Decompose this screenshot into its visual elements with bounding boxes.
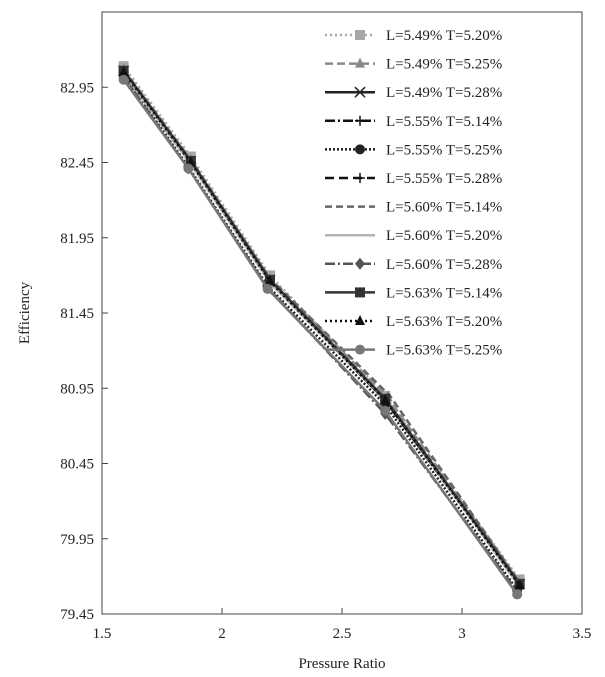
data-point <box>118 66 129 77</box>
x-tick-label: 2.5 <box>333 626 352 642</box>
x-tick-label: 2 <box>218 626 226 642</box>
x-axis: 1.5 2 2.5 3 3.5 <box>93 608 592 642</box>
legend-label: L=5.63% T=5.14% <box>386 285 502 301</box>
legend-item: L=5.60% T=5.28% <box>325 257 502 273</box>
data-point <box>380 405 391 416</box>
y-tick-label: 80.45 <box>60 457 94 473</box>
data-point <box>265 275 275 286</box>
legend-marker <box>355 144 365 155</box>
legend-item: L=5.55% T=5.14% <box>325 114 502 130</box>
legend-marker <box>355 57 365 68</box>
y-tick-label: 81.45 <box>60 306 94 322</box>
y-tick-label: 80.95 <box>60 381 94 397</box>
y-axis-title: Efficiency <box>17 281 33 344</box>
legend-label: L=5.63% T=5.25% <box>386 343 502 359</box>
legend-label: L=5.55% T=5.25% <box>386 142 502 158</box>
y-tick-label: 79.95 <box>60 532 94 548</box>
y-tick-label: 82.95 <box>60 80 94 96</box>
data-point <box>118 74 129 85</box>
legend-item: L=5.60% T=5.14% <box>325 200 502 216</box>
y-tick-label: 81.95 <box>60 231 94 247</box>
legend-marker <box>355 344 365 355</box>
legend-label: L=5.63% T=5.20% <box>386 314 502 330</box>
series-12 <box>118 74 523 600</box>
legend-item: L=5.55% T=5.25% <box>325 142 502 158</box>
legend-marker <box>355 257 365 270</box>
x-tick-label: 1.5 <box>93 626 112 642</box>
legend-item: L=5.49% T=5.25% <box>325 57 502 73</box>
legend-marker <box>354 86 366 98</box>
legend-item: L=5.49% T=5.20% <box>325 28 502 44</box>
legend-item: L=5.55% T=5.28% <box>325 171 502 187</box>
legend-label: L=5.60% T=5.20% <box>386 228 502 244</box>
legend-label: L=5.49% T=5.28% <box>386 85 502 101</box>
legend-label: L=5.49% T=5.25% <box>386 57 502 73</box>
data-point <box>514 579 525 590</box>
legend-marker <box>355 287 365 298</box>
legend-label: L=5.60% T=5.28% <box>386 257 502 273</box>
legend-label: L=5.55% T=5.28% <box>386 171 502 187</box>
legend-item: L=5.49% T=5.28% <box>325 85 502 101</box>
data-point <box>183 163 194 174</box>
legend-marker <box>355 173 365 183</box>
y-tick-label: 79.45 <box>60 607 94 623</box>
legend-label: L=5.60% T=5.14% <box>386 200 502 216</box>
series-layer <box>118 61 526 600</box>
x-axis-title: Pressure Ratio <box>298 656 385 672</box>
legend-label: L=5.49% T=5.20% <box>386 28 502 44</box>
series-11 <box>118 66 525 590</box>
legend-item: L=5.60% T=5.20% <box>325 228 502 244</box>
legend-item: L=5.63% T=5.20% <box>325 314 502 330</box>
x-tick-label: 3 <box>458 626 466 642</box>
legend-marker <box>355 30 365 40</box>
data-point <box>512 589 523 600</box>
legend-marker <box>355 315 365 325</box>
legend-item: L=5.63% T=5.25% <box>325 343 502 359</box>
legend: L=5.49% T=5.20% L=5.49% T=5.25% L=5.49% T=… <box>325 28 502 359</box>
x-tick-label: 3.5 <box>573 626 592 642</box>
data-point <box>380 394 391 405</box>
y-tick-label: 82.45 <box>60 156 94 172</box>
legend-label: L=5.55% T=5.14% <box>386 114 502 130</box>
legend-marker <box>355 115 365 126</box>
data-point <box>262 283 273 294</box>
legend-item: L=5.63% T=5.14% <box>325 285 502 301</box>
y-axis: 79.45 79.95 80.45 80.95 81.45 81.95 82.45 82.95 <box>60 80 108 623</box>
